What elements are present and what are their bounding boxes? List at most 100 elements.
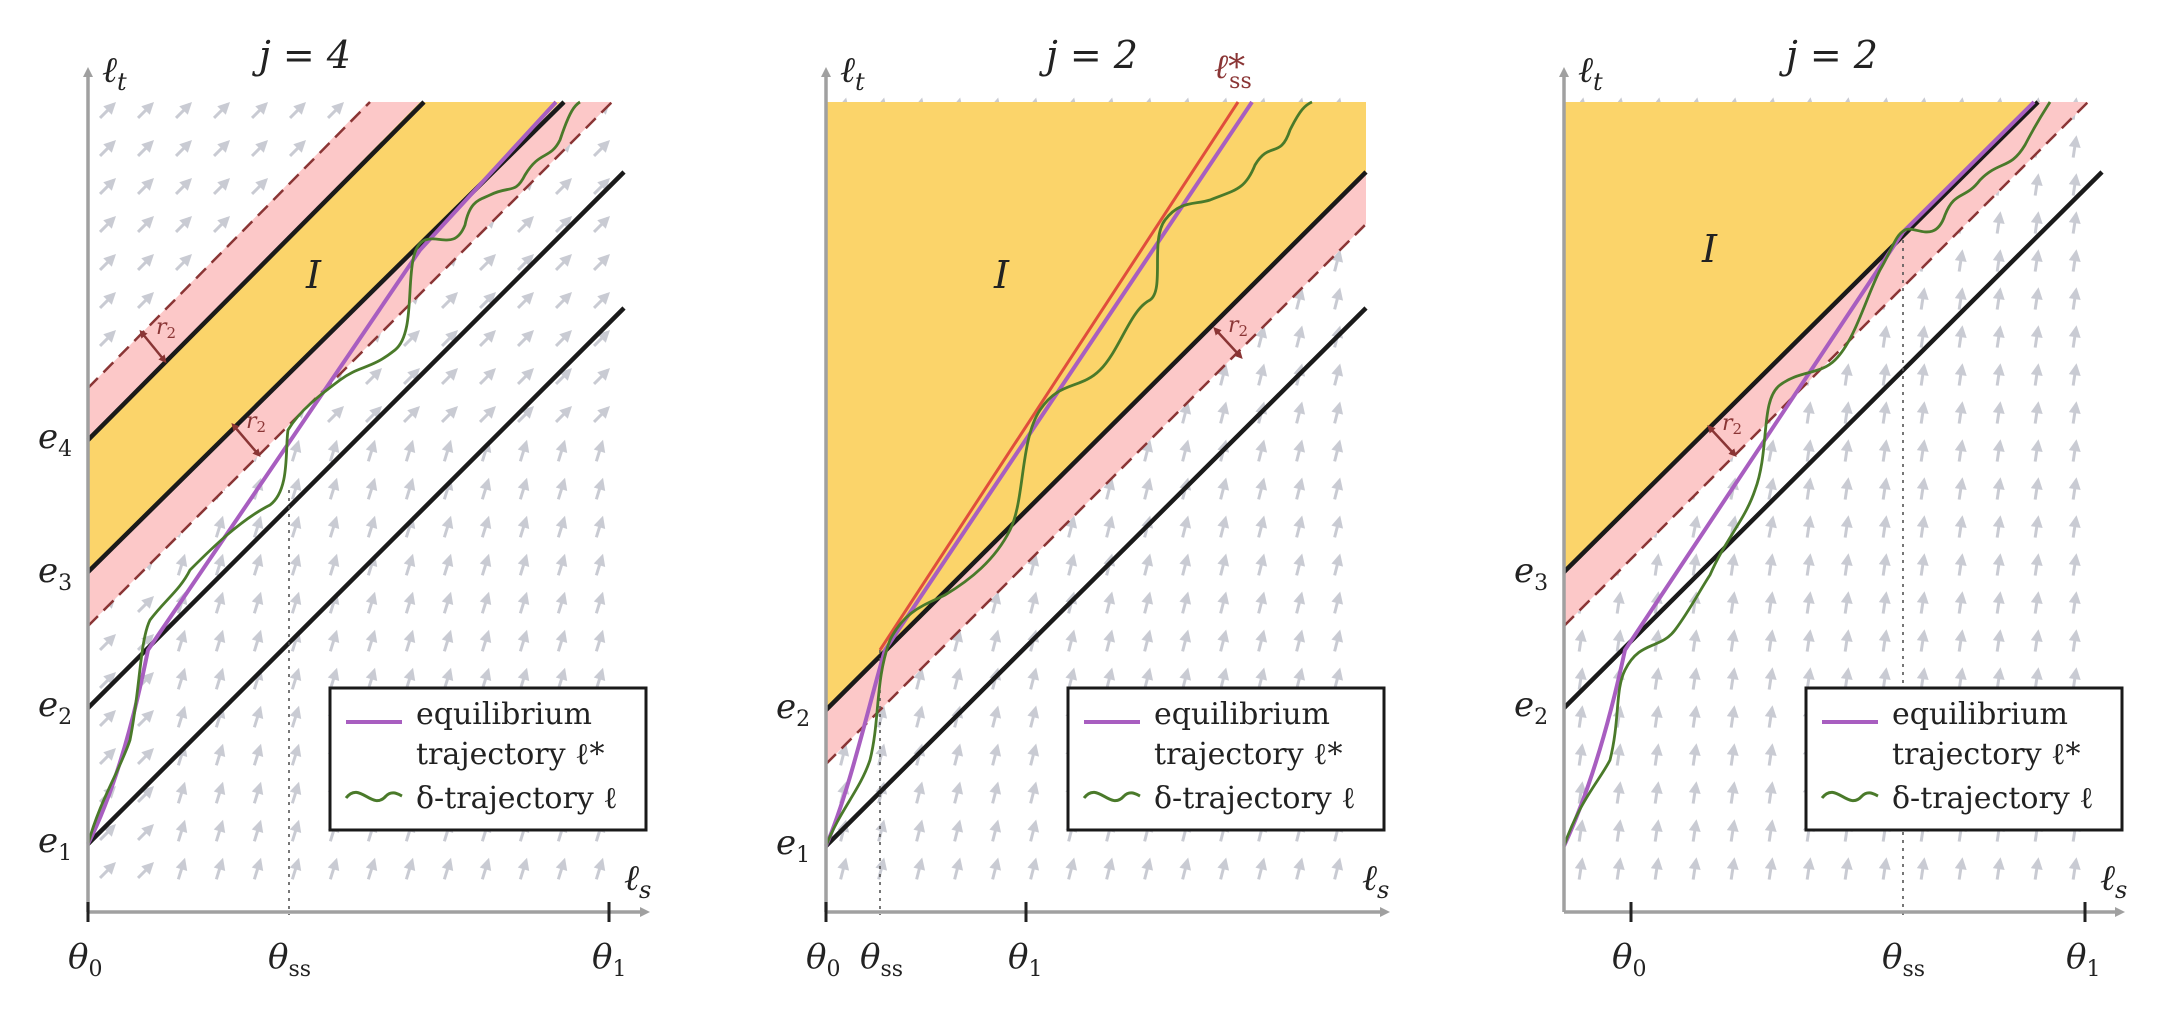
- field-arrow-head: [1179, 401, 1192, 415]
- region-label: I: [305, 253, 322, 297]
- field-arrow-head: [559, 253, 573, 267]
- field-arrow-head: [179, 177, 193, 191]
- x-tick-theta1: θ1: [1008, 937, 1042, 982]
- boundary-line-e1: [824, 306, 1368, 848]
- legend-swatch-delta: [1082, 790, 1141, 803]
- field-arrow-head: [875, 705, 888, 719]
- field-arrow-head: [1255, 667, 1268, 681]
- field-arrow-head: [365, 667, 378, 681]
- field-arrow-head: [1331, 667, 1344, 681]
- field-arrow-head: [1141, 439, 1154, 453]
- field-arrow-head: [559, 329, 573, 343]
- boundary-line-e2: [86, 170, 626, 710]
- field-arrow-head: [103, 861, 117, 875]
- field-arrow-head: [1255, 477, 1268, 491]
- field-arrow-head: [1331, 857, 1344, 871]
- field-arrow-head: [441, 857, 454, 871]
- field-arrow-head: [951, 857, 964, 871]
- field-arrow-head: [141, 253, 155, 267]
- field-arrow-head: [441, 553, 454, 567]
- field-arrow-head: [1650, 743, 1663, 756]
- y-axis-label: ℓt: [102, 50, 127, 96]
- field-arrow-head: [1916, 363, 1929, 376]
- field-arrow-head: [1764, 629, 1777, 642]
- field-arrow-head: [1916, 325, 1929, 338]
- dashed-boundary: [825, 223, 1367, 765]
- panel-title: j = 2: [1779, 33, 1878, 77]
- field-arrow-head: [1840, 439, 1853, 452]
- field-arrow-head: [1726, 781, 1739, 794]
- x-tick-theta-ss: θss: [860, 937, 903, 982]
- radius-marker: [1707, 425, 1737, 457]
- field-arrow-head: [1574, 743, 1587, 756]
- field-arrow-head: [1293, 591, 1306, 605]
- field-arrow-head: [213, 515, 226, 529]
- field-arrow-head: [1688, 819, 1701, 832]
- field-arrow-head: [141, 177, 155, 191]
- field-arrow-head: [1954, 325, 1967, 338]
- field-arrow-head: [369, 367, 383, 381]
- field-arrow-head: [559, 177, 573, 191]
- field-arrow-head: [483, 367, 497, 381]
- field-arrow-head: [2030, 287, 2043, 300]
- field-arrow-head: [1954, 363, 1967, 376]
- field-arrow-head: [1179, 553, 1192, 567]
- field-arrow-head: [593, 629, 606, 643]
- field-arrow-head: [2030, 211, 2043, 224]
- field-arrow-head: [1802, 401, 1815, 414]
- field-arrow-head: [1878, 325, 1891, 338]
- field-arrow-head: [597, 215, 611, 229]
- field-arrow-head: [1331, 439, 1344, 453]
- field-arrow-head: [103, 101, 117, 115]
- field-arrow-head: [213, 667, 226, 681]
- field-arrow-head: [1726, 819, 1739, 832]
- field-arrow-head: [1878, 477, 1891, 490]
- field-arrow-head: [1293, 553, 1306, 567]
- field-arrow-head: [1293, 667, 1306, 681]
- radius-marker: [231, 422, 261, 458]
- field-arrow-head: [1802, 439, 1815, 452]
- field-arrow-head: [327, 667, 340, 681]
- field-arrow-head: [483, 329, 497, 343]
- field-arrow-head: [2068, 287, 2081, 300]
- field-arrow-head: [1331, 401, 1344, 415]
- x-tick-theta1: θ1: [2066, 937, 2100, 982]
- legend-entry-delta: δ-trajectory ℓ: [1892, 781, 2094, 816]
- y-ticks: e3 e2: [1514, 551, 1548, 730]
- field-arrow-head: [217, 215, 231, 229]
- y-tick-e2: e2: [1514, 685, 1548, 730]
- field-arrow-head: [1612, 629, 1625, 642]
- field-arrow-head: [1103, 629, 1116, 643]
- field-arrow-head: [1141, 477, 1154, 491]
- field-arrow-head: [1255, 515, 1268, 529]
- field-arrow-head: [175, 705, 188, 719]
- field-arrow-head: [1141, 553, 1154, 567]
- field-arrow-head: [1650, 629, 1663, 642]
- equilibrium-trajectory: [824, 100, 1254, 847]
- field-arrow-head: [213, 857, 226, 871]
- field-arrow-head: [289, 705, 302, 719]
- field-arrow-head: [407, 405, 421, 419]
- field-arrow-head: [2068, 401, 2081, 414]
- field-arrow-head: [989, 705, 1002, 719]
- y-tick-e3: e3: [38, 551, 72, 596]
- field-arrow-head: [103, 139, 117, 153]
- field-arrow-head: [1065, 553, 1078, 567]
- field-arrow-head: [103, 671, 117, 685]
- field-arrow-head: [517, 857, 530, 871]
- panel-2: r2 I j = 2 ℓ*ss ℓt ℓs e2 e1 θ0 θss θ1 eq…: [776, 33, 1390, 982]
- field-arrow-head: [1217, 591, 1230, 605]
- field-arrow-head: [1179, 591, 1192, 605]
- field-arrow-head: [141, 291, 155, 305]
- field-arrow-head: [559, 405, 573, 419]
- field-arrow-head: [255, 139, 269, 153]
- field-arrow-head: [175, 553, 188, 567]
- field-arrow-head: [479, 553, 492, 567]
- field-arrow-head: [1255, 553, 1268, 567]
- field-arrow-head: [1916, 629, 1929, 642]
- field-arrow-head: [251, 629, 264, 643]
- field-arrow-head: [1764, 781, 1777, 794]
- y-tick-e2: e2: [776, 687, 810, 732]
- field-arrow-head: [1217, 553, 1230, 567]
- field-arrow-head: [141, 101, 155, 115]
